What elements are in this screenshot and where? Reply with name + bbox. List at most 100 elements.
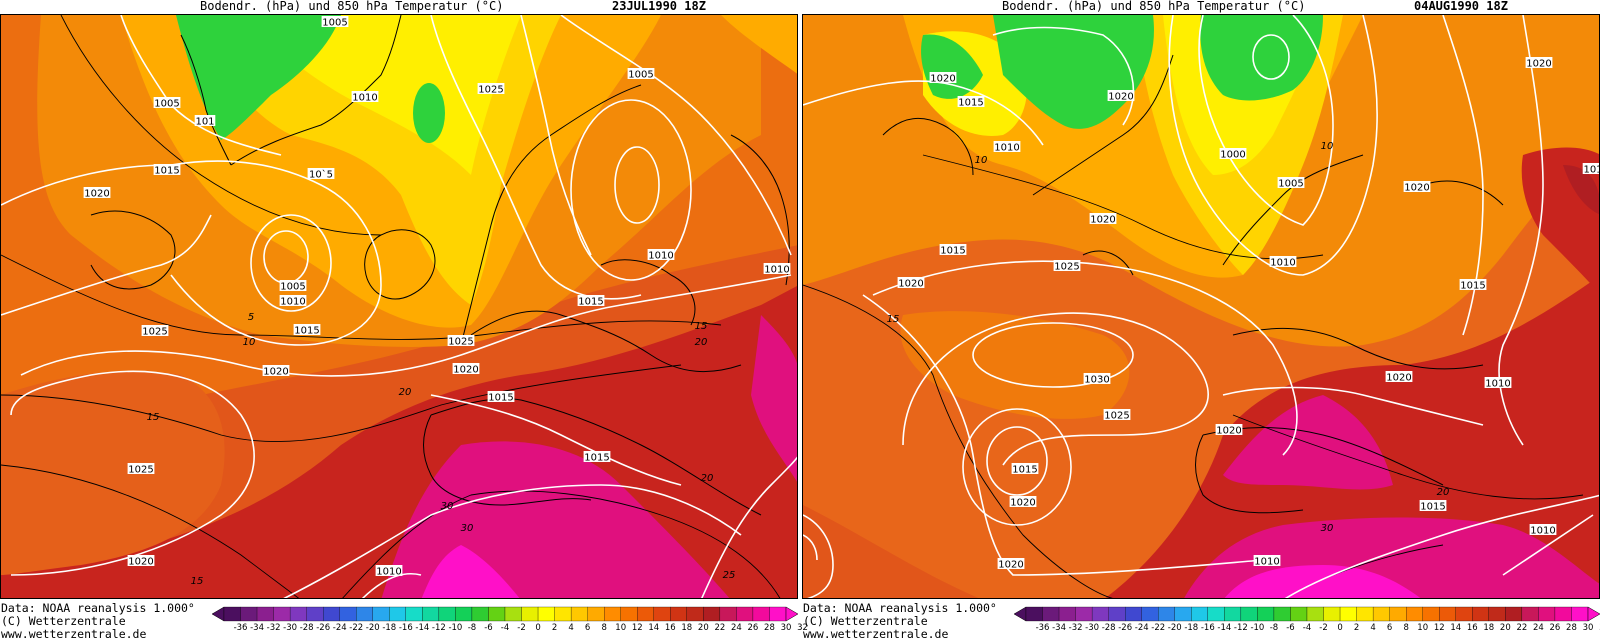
legend-swatch	[670, 606, 687, 622]
map-panel-right: Bodendr. (hPa) und 850 hPa Temperatur (°…	[802, 0, 1600, 642]
legend-swatch	[1125, 606, 1142, 622]
isobar-label: 1015	[939, 244, 967, 257]
legend-arrow-right	[1587, 606, 1600, 622]
isobar-label: 1020	[1525, 57, 1553, 70]
panel-date: 04AUG1990 18Z	[1414, 0, 1508, 13]
legend-swatch	[422, 606, 440, 622]
svg-text:1020: 1020	[1108, 92, 1133, 103]
isobar-label: 1005	[153, 97, 181, 110]
legend-tick-label: -10	[448, 623, 463, 633]
legend-tick-label: -6	[1286, 623, 1295, 633]
legend-tick-label: -14	[415, 623, 430, 633]
legend-tick-label: 6	[584, 623, 591, 633]
legend-tick-label: 24	[730, 623, 742, 633]
legend-swatch	[587, 606, 605, 622]
isobar-label: 1020	[1009, 496, 1037, 509]
legend-swatch	[1191, 606, 1208, 622]
svg-text:1010: 1010	[1485, 379, 1510, 390]
credit-block: Data: NOAA reanalysis 1.000° (C) Wetterz…	[1, 602, 195, 641]
svg-text:1010: 1010	[280, 297, 305, 308]
legend-tick-label: 16	[1466, 623, 1478, 633]
credit-line-data: Data: NOAA reanalysis 1.000°	[1, 601, 195, 615]
svg-text:1015: 1015	[578, 297, 603, 308]
legend-tick-label: -10	[1250, 623, 1265, 633]
legend-swatch	[223, 606, 241, 622]
legend-swatch	[752, 606, 770, 622]
legend-tick-label: 10	[1417, 623, 1429, 633]
isobar-label: 1015	[957, 96, 985, 109]
legend-swatch	[240, 606, 258, 622]
panel-title-row: Bodendr. (hPa) und 850 hPa Temperatur (°…	[0, 0, 798, 14]
isotherm-label: 30	[461, 523, 474, 534]
isotherm-label: 20	[1437, 487, 1450, 498]
legend-swatch	[1273, 606, 1291, 622]
svg-text:1025: 1025	[448, 337, 473, 348]
legend-tick-label: 10	[615, 623, 627, 633]
legend-swatch	[1571, 606, 1589, 622]
legend-tick-label: -30	[283, 623, 298, 633]
legend-tick-label: -4	[500, 623, 510, 633]
legend-tick-label: 26	[1549, 623, 1561, 633]
legend-tick-label: 22	[1516, 623, 1528, 633]
isotherm-label: 10	[243, 337, 256, 348]
panel-title-row: Bodendr. (hPa) und 850 hPa Temperatur (°…	[802, 0, 1600, 14]
legend-tick-label: -8	[1269, 623, 1279, 633]
legend-ticks: -36 -34 -32 -30 -28 -26 -24 -22 -20 -18 -16 -14 -12-…	[1014, 623, 1600, 635]
legend-tick-label: -18	[1184, 623, 1199, 633]
legend-swatch	[604, 606, 621, 622]
svg-text:1020: 1020	[84, 189, 109, 200]
svg-text:1010: 1010	[352, 93, 377, 104]
isobar-label: 1010	[375, 565, 403, 578]
legend-swatch	[1091, 606, 1109, 622]
color-scale-bar	[1014, 606, 1600, 622]
legend-swatch	[471, 606, 489, 622]
svg-text:1020: 1020	[1090, 215, 1115, 226]
svg-text:10`5: 10`5	[309, 169, 333, 181]
svg-text:1020: 1020	[1386, 373, 1411, 384]
legend-tick-label: 30	[780, 623, 792, 633]
legend-swatch	[1372, 606, 1390, 622]
isobar-label: 1010	[1529, 524, 1557, 537]
legend-arrow-right	[785, 606, 798, 622]
svg-text:1015: 1015	[584, 453, 609, 464]
isobar-label: 1025	[141, 325, 169, 338]
legend-tick-label: -36	[1035, 623, 1050, 633]
legend-tick-label: -34	[250, 623, 264, 633]
footer-left: Data: NOAA reanalysis 1.000° (C) Wetterz…	[0, 602, 808, 642]
isobar-label: 1025	[447, 335, 475, 348]
legend-tick-label: -30	[1085, 623, 1100, 633]
isobar-label: 1010	[1269, 256, 1297, 269]
legend-swatch	[1422, 606, 1440, 622]
legend-swatch	[488, 606, 506, 622]
svg-text:1015: 1015	[1012, 465, 1037, 476]
map-panel-left: Bodendr. (hPa) und 850 hPa Temperatur (°…	[0, 0, 808, 642]
legend-swatch	[256, 606, 274, 622]
legend-swatch	[1306, 606, 1324, 622]
svg-text:1020: 1020	[1010, 498, 1035, 509]
legend-arrow-left	[1014, 606, 1027, 622]
legend-swatch	[504, 606, 522, 622]
panel-title: Bodendr. (hPa) und 850 hPa Temperatur (°…	[1002, 0, 1306, 13]
isobar-label: 1020	[1403, 181, 1431, 194]
legend-tick-label: 24	[1532, 623, 1544, 633]
legend-tick-label: -28	[299, 623, 314, 633]
isotherm-label: 10	[975, 155, 988, 166]
svg-text:1005: 1005	[154, 99, 179, 110]
svg-text:1025: 1025	[1104, 411, 1129, 422]
legend-tick-label: -22	[1151, 623, 1166, 633]
legend-swatch	[1240, 606, 1258, 622]
legend-swatch	[1538, 606, 1556, 622]
svg-text:1030: 1030	[1084, 375, 1109, 386]
isobar-label: 1005	[321, 16, 349, 29]
legend-swatch	[389, 606, 406, 622]
legend-tick-label: -22	[349, 623, 364, 633]
legend-swatch	[686, 606, 704, 622]
legend-swatch	[1554, 606, 1572, 622]
legend-tick-label: -32	[266, 623, 281, 633]
svg-text:1015: 1015	[488, 393, 513, 404]
isotherm-label: 25	[723, 570, 736, 581]
footer-right: Data: NOAA reanalysis 1.000° (C) Wetterz…	[802, 602, 1600, 642]
legend-tick-label: 30	[1582, 623, 1594, 633]
svg-text:1020: 1020	[1404, 183, 1429, 194]
